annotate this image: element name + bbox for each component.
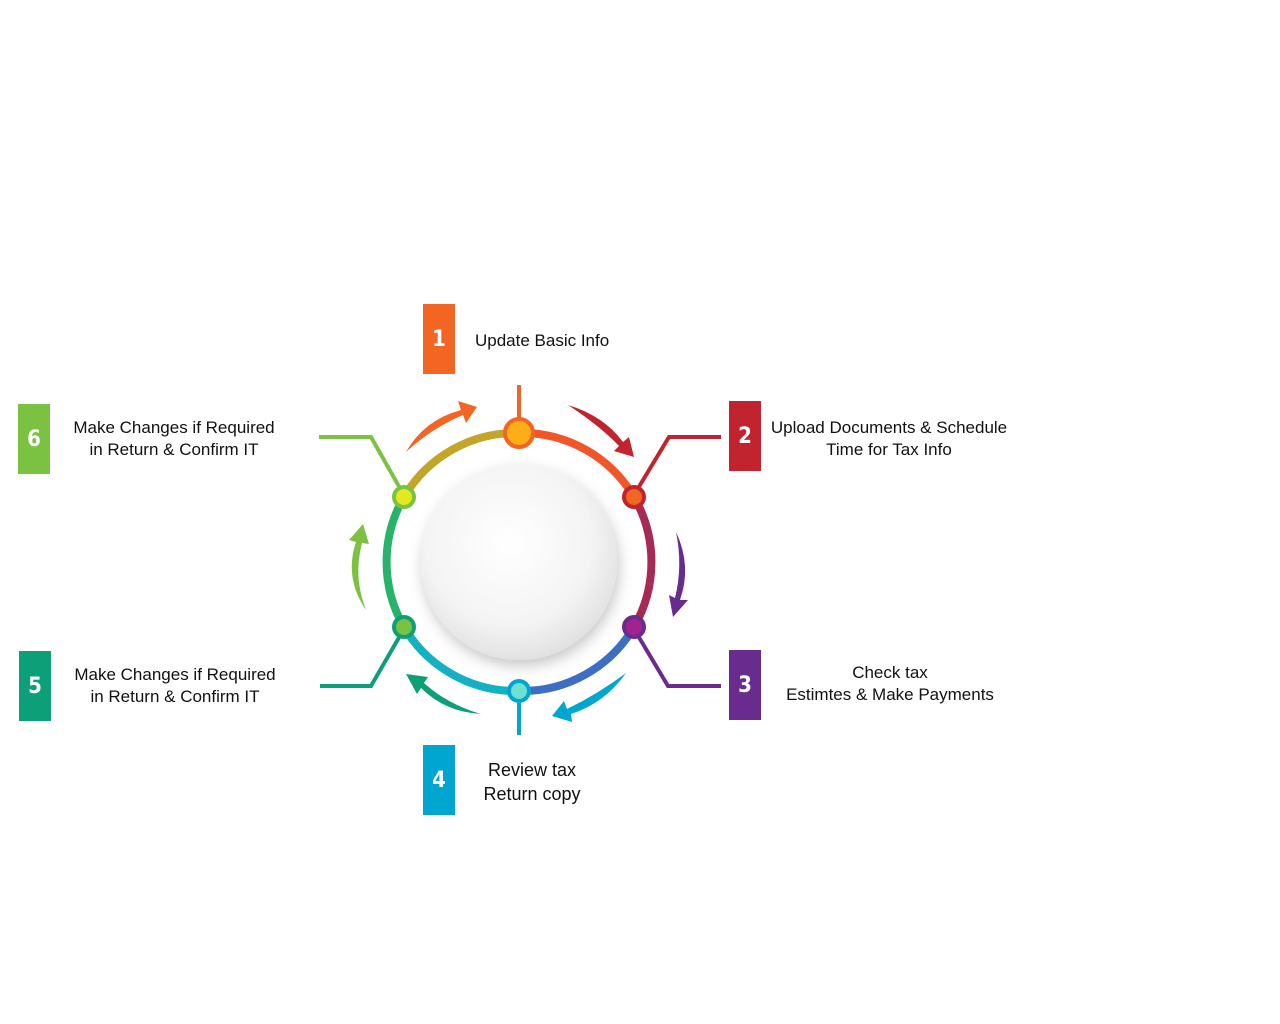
connector-lines [319, 385, 721, 735]
step-2-line-1: Upload Documents & Schedule [770, 418, 1008, 437]
step-5-label: Make Changes if Required in Return & Con… [70, 664, 280, 708]
step-6-line-2: in Return & Confirm IT [89, 440, 259, 459]
arrow-5-icon [406, 674, 481, 714]
node-5 [392, 615, 416, 639]
connector-6 [319, 435, 403, 491]
cycle-ring [382, 428, 656, 696]
arrow-4-icon [552, 673, 626, 722]
step-2-label: Upload Documents & Schedule Time for Tax… [768, 417, 1010, 461]
node-6 [392, 485, 416, 509]
step-4-line-1: Review tax [487, 760, 577, 780]
step-4-line-2: Return copy [483, 784, 581, 804]
step-4-badge: 4 [423, 745, 455, 815]
step-1-badge: 1 [423, 304, 455, 374]
flow-arrows [349, 401, 688, 722]
ring-segment-3-4 [515, 623, 638, 696]
ring-segment-5-6 [382, 493, 408, 631]
node-1 [503, 417, 535, 449]
ring-segment-6-1 [400, 428, 523, 501]
step-3-line-2: Estimtes & Make Payments [786, 685, 994, 704]
step-6-line-1: Make Changes if Required [73, 418, 275, 437]
arrow-6-icon [349, 524, 369, 610]
ring-segment-4-5 [400, 623, 523, 696]
step-4-label: Review tax Return copy [472, 758, 592, 806]
step-3-label: Check tax Estimtes & Make Payments [780, 662, 1000, 706]
step-1-line-1: Update Basic Info [475, 331, 610, 350]
step-2-badge: 2 [729, 401, 761, 471]
step-5-badge: 5 [19, 651, 51, 721]
ring-segment-1-2 [515, 428, 638, 501]
node-2 [622, 485, 646, 509]
connector-2 [635, 435, 721, 492]
step-2-line-2: Time for Tax Info [826, 440, 952, 459]
arrow-2-icon [568, 405, 634, 457]
step-1-label: Update Basic Info [475, 330, 609, 352]
step-3-badge: 3 [729, 650, 761, 720]
step-6-badge: 6 [18, 404, 50, 474]
step-3-line-1: Check tax [852, 663, 928, 682]
ring-segment-2-3 [630, 493, 656, 631]
connector-5 [320, 633, 403, 688]
node-3 [622, 615, 646, 639]
step-6-label: Make Changes if Required in Return & Con… [69, 417, 279, 461]
node-markers [392, 417, 646, 703]
step-5-line-1: Make Changes if Required [74, 665, 276, 684]
arrow-1-icon [406, 401, 477, 452]
arrow-3-icon [669, 532, 688, 617]
step-5-line-2: in Return & Confirm IT [90, 687, 260, 706]
connector-3 [635, 632, 721, 688]
node-4 [507, 679, 531, 703]
center-disc [421, 464, 617, 660]
